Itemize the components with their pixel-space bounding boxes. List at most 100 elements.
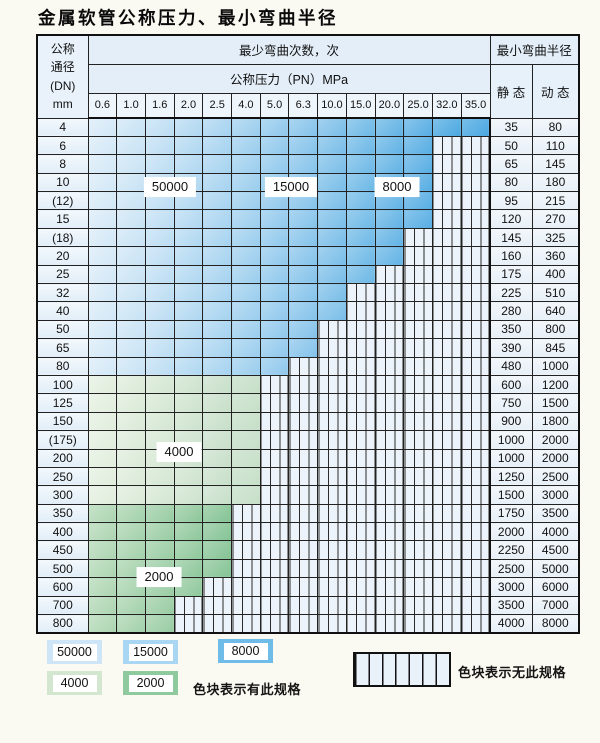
spec-cell-250-1.6 (144, 466, 175, 487)
spec-cell-20-4.0 (231, 246, 261, 266)
spec-cell-40-35.0 (460, 301, 492, 321)
dynamic-cell-450: 4500 (531, 540, 580, 560)
spec-cell-15-20.0 (374, 209, 405, 229)
dynamic-cell-400: 4000 (531, 522, 580, 542)
table-row-dn-300: 300 1500 3000 (36, 485, 580, 505)
spec-cell-(18)-0.6 (87, 227, 118, 248)
spec-cell-450-4.0 (231, 540, 261, 560)
static-cell-(12): 95 (489, 191, 533, 211)
spec-cell-400-20.0 (374, 522, 405, 542)
spec-cell-125-5.0 (259, 393, 290, 413)
spec-cell-600-15.0 (345, 577, 376, 597)
spec-cell-250-10.0 (317, 466, 347, 487)
spec-cell-(175)-10.0 (317, 430, 347, 450)
pressure-col-header-2.5: 2.5 (202, 92, 233, 119)
static-cell-25: 175 (489, 264, 533, 285)
spec-cell-400-32.0 (431, 522, 462, 542)
dynamic-cell-32: 510 (531, 283, 580, 303)
spec-cell-200-6.3 (288, 448, 319, 468)
spec-cell-8-10.0 (317, 154, 347, 174)
spec-cell-350-5.0 (259, 503, 290, 524)
spec-cell-150-25.0 (403, 411, 433, 432)
zone-label-4000: 4000 (156, 442, 202, 462)
spec-cell-125-15.0 (345, 393, 376, 413)
dn-cell-100: 100 (36, 374, 89, 395)
spec-cell-800-15.0 (345, 614, 376, 634)
table-row-dn-500: 500 2500 5000 (36, 558, 580, 579)
spec-cell-100-32.0 (431, 374, 462, 395)
spec-cell-65-4.0 (231, 338, 261, 358)
pressure-col-header-4.0: 4.0 (231, 92, 261, 119)
spec-cell-200-2.5 (202, 448, 233, 468)
spec-cell-50-4.0 (231, 319, 261, 340)
table-row-dn-15: 15 120 270 (36, 209, 580, 229)
spec-cell-400-25.0 (403, 522, 433, 542)
dn-cell-500: 500 (36, 558, 89, 579)
spec-cell-6-1.6 (144, 135, 175, 156)
spec-cell-4-15.0 (345, 117, 376, 137)
static-cell-125: 750 (489, 393, 533, 413)
spec-cell-(18)-4.0 (231, 227, 261, 248)
spec-cell-25-20.0 (374, 264, 405, 285)
spec-cell-350-25.0 (403, 503, 433, 524)
spec-cell-150-5.0 (259, 411, 290, 432)
dn-cell-700: 700 (36, 595, 89, 616)
spec-cell-800-0.6 (87, 614, 118, 634)
header-row-1: 公称 通径 (DN) mm 最少弯曲次数，次 最小弯曲半径 (36, 34, 580, 119)
spec-cell-80-6.3 (288, 356, 319, 376)
dynamic-cell-80: 1000 (531, 356, 580, 376)
dn-cell-32: 32 (36, 283, 89, 303)
spec-cell-6-35.0 (460, 135, 492, 156)
spec-cell-125-6.3 (288, 393, 319, 413)
spec-cell-(18)-1.6 (144, 227, 175, 248)
legend-swatch-15000: 15000 (123, 640, 178, 664)
spec-cell-500-10.0 (317, 558, 347, 579)
spec-cell-32-10.0 (317, 283, 347, 303)
dn-column-header: 公称 通径 (DN) mm (36, 34, 89, 119)
dynamic-cell-200: 2000 (531, 448, 580, 468)
spec-cell-800-32.0 (431, 614, 462, 634)
spec-cell-450-15.0 (345, 540, 376, 560)
spec-cell-350-6.3 (288, 503, 319, 524)
spec-cell-8-25.0 (403, 154, 433, 174)
spec-cell-50-2.5 (202, 319, 233, 340)
spec-cell-15-5.0 (259, 209, 290, 229)
spec-cell-450-2.0 (173, 540, 204, 560)
spec-cell-20-2.0 (173, 246, 204, 266)
spec-cell-20-6.3 (288, 246, 319, 266)
pressure-col-header-20.0: 20.0 (374, 92, 405, 119)
spec-cell-32-4.0 (231, 283, 261, 303)
spec-cell-300-25.0 (403, 485, 433, 505)
spec-cell-100-2.5 (202, 374, 233, 395)
spec-cell-15-6.3 (288, 209, 319, 229)
spec-cell-20-25.0 (403, 246, 433, 266)
dn-cell-4: 4 (36, 117, 89, 137)
spec-cell-65-1.6 (144, 338, 175, 358)
spec-cell-8-32.0 (431, 154, 462, 174)
spec-cell-450-1.6 (144, 540, 175, 560)
dynamic-cell-50: 800 (531, 319, 580, 340)
dn-cell-6: 6 (36, 135, 89, 156)
spec-cell-40-20.0 (374, 301, 405, 321)
dn-cell-125: 125 (36, 393, 89, 413)
spec-cell-800-1.6 (144, 614, 175, 634)
static-cell-450: 2250 (489, 540, 533, 560)
spec-cell-200-5.0 (259, 448, 290, 468)
spec-cell-6-1.0 (116, 135, 146, 156)
spec-cell-20-32.0 (431, 246, 462, 266)
table-row-dn-20: 20 160 360 (36, 246, 580, 266)
spec-cell-80-0.6 (87, 356, 118, 376)
spec-cell-250-0.6 (87, 466, 118, 487)
spec-cell-80-20.0 (374, 356, 405, 376)
spec-cell-600-35.0 (460, 577, 492, 597)
dynamic-cell-15: 270 (531, 209, 580, 229)
spec-cell-10-10.0 (317, 172, 347, 193)
table-row-dn-25: 25 175 400 (36, 264, 580, 285)
dynamic-cell-150: 1800 (531, 411, 580, 432)
spec-cell-32-0.6 (87, 283, 118, 303)
zone-label-2000: 2000 (136, 567, 182, 587)
static-cell-50: 350 (489, 319, 533, 340)
spec-cell-450-0.6 (87, 540, 118, 560)
spec-cell-600-2.5 (202, 577, 233, 597)
